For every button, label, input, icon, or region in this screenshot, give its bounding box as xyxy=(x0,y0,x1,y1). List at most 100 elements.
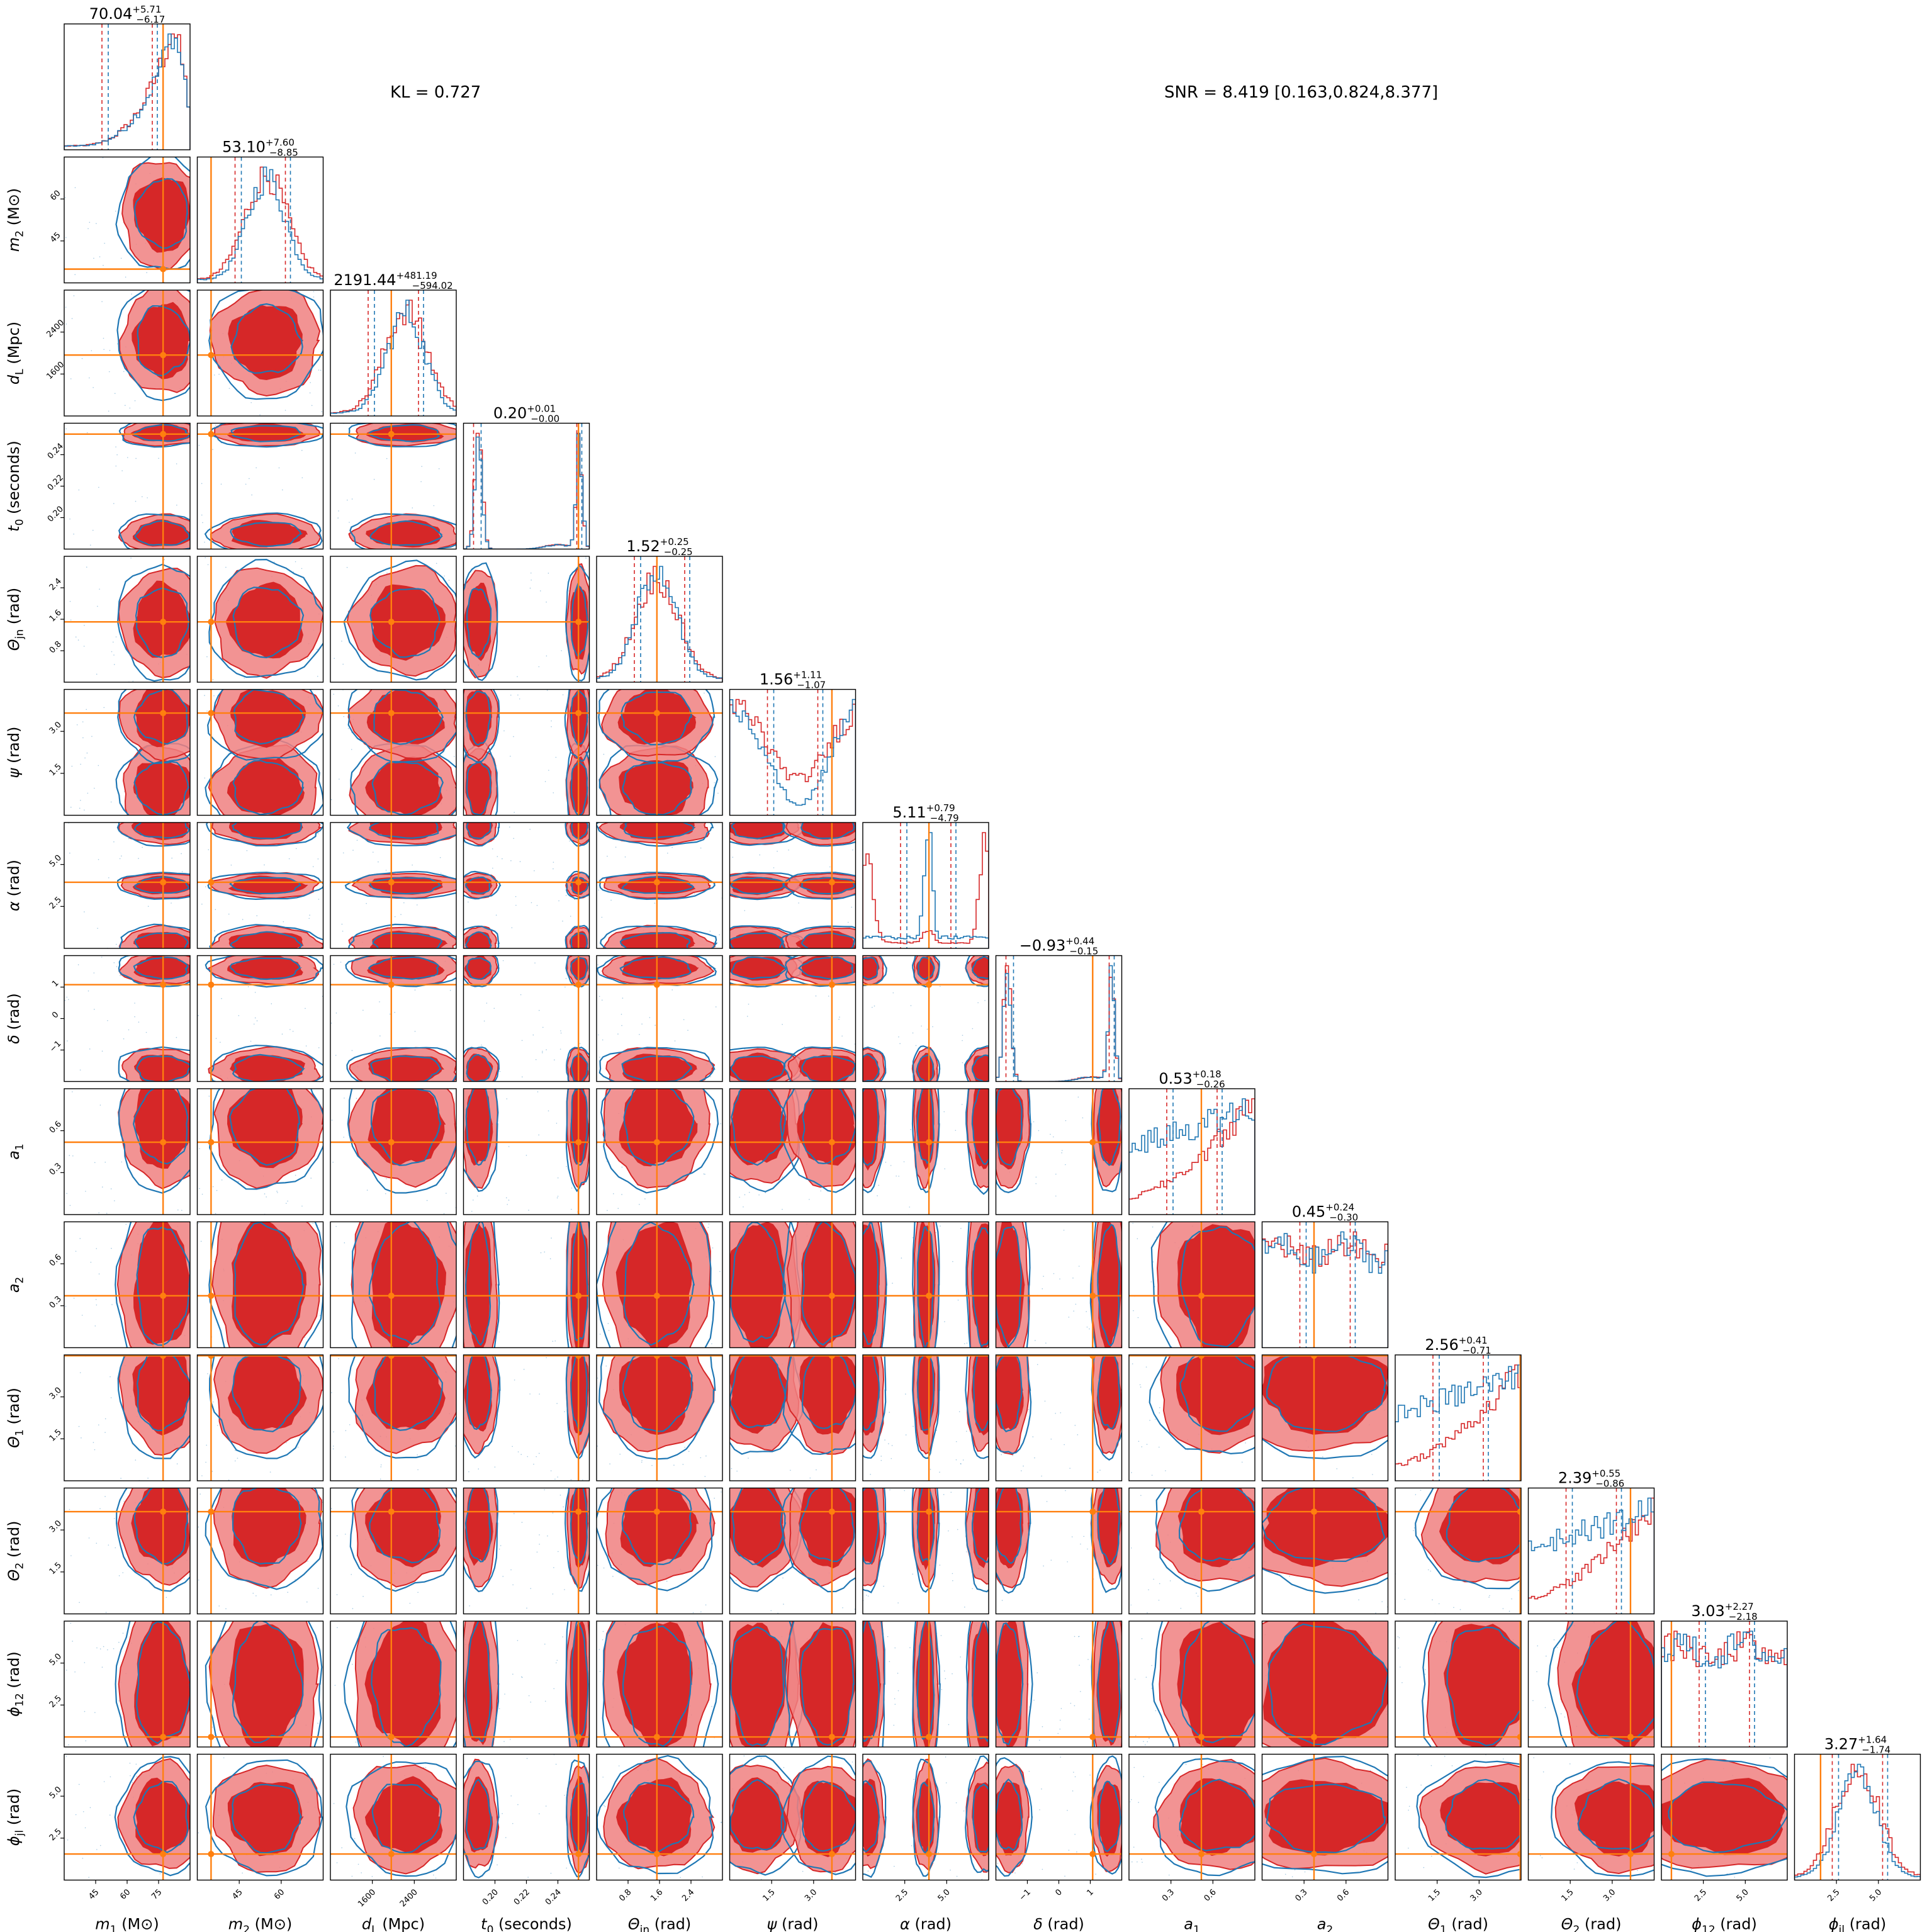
contour-panel-2-8 xyxy=(330,1088,457,1215)
contour-blue-inner xyxy=(370,1089,442,1166)
hist-title: 53.10+7.60 −8.85 xyxy=(222,137,298,159)
contour-panel-2-4 xyxy=(330,556,457,683)
contour-blue-inner xyxy=(1097,1488,1120,1565)
panel-frame xyxy=(463,1620,590,1748)
contour-panel-2-5 xyxy=(330,688,457,816)
panel-frame xyxy=(64,289,191,417)
contour-blue-outer xyxy=(565,1355,590,1459)
x-axis-label: ϕ12 (rad) xyxy=(1692,1916,1757,1932)
histogram-0: 70.04+5.71 −6.17 xyxy=(64,4,191,150)
truth-marker xyxy=(1311,1508,1317,1515)
contour-panel-1-5 xyxy=(196,688,324,816)
contour-blue-inner xyxy=(799,1488,855,1563)
contour-panel-11-13: 1.5 3.0 xyxy=(1527,1753,1655,1904)
contour-blue-inner xyxy=(996,1778,1023,1851)
panel-frame xyxy=(463,688,590,816)
contour-blue-outer xyxy=(343,1621,456,1747)
contour-blue-inner xyxy=(465,931,492,948)
panel-frame xyxy=(463,955,590,1082)
hist-series-a xyxy=(1661,1631,1787,1747)
contour-inner xyxy=(464,931,492,948)
panel-frame xyxy=(995,1620,1123,1748)
contour-blue-inner xyxy=(136,1227,190,1346)
contour-blue-inner xyxy=(971,1054,989,1082)
contour-panel-8-10 xyxy=(1128,1354,1255,1481)
truth-marker xyxy=(1089,1508,1096,1515)
panel-frame xyxy=(196,1088,324,1215)
contour-inner xyxy=(464,1621,493,1745)
truth-marker xyxy=(653,1508,660,1515)
contour-panel-2-12 xyxy=(330,1620,457,1748)
contour-blue-outer xyxy=(117,1355,190,1459)
truth-marker xyxy=(575,1734,582,1741)
contour-inner xyxy=(230,1055,305,1082)
histogram-1: 53.10+7.60 −8.85 xyxy=(196,137,324,284)
contour-panel-8-9 xyxy=(1128,1221,1255,1349)
truth-marker xyxy=(1311,1734,1317,1741)
panel-frame xyxy=(729,1753,856,1881)
x-tick-label: 2.5 xyxy=(894,1887,910,1903)
panel-frame xyxy=(1395,1354,1522,1481)
x-tick-label: 0.6 xyxy=(1335,1887,1351,1903)
histogram-10: 2.56+0.41 −0.71 xyxy=(1395,1335,1522,1481)
panel-frame xyxy=(596,822,723,949)
contour-panel-6-7 xyxy=(862,955,989,1082)
contour-inner xyxy=(1096,1089,1121,1166)
contour-blue-inner xyxy=(135,587,190,658)
hist-series-b xyxy=(1262,1231,1388,1348)
contour-blue-outer xyxy=(1089,1222,1122,1348)
contour-blue-inner xyxy=(996,1089,1023,1166)
panel-frame xyxy=(196,422,324,550)
truth-marker xyxy=(208,1734,215,1741)
panel-frame xyxy=(596,1221,723,1349)
contour-blue-outer xyxy=(564,564,590,682)
y-tick-label: 0.3 xyxy=(48,1295,64,1310)
truth-marker xyxy=(208,1139,215,1145)
contour-inner xyxy=(798,1488,856,1569)
y-axis-label: α (rad) xyxy=(5,860,23,911)
y-tick-label: 0 xyxy=(50,1010,60,1020)
contour-blue-inner xyxy=(570,1782,588,1854)
contour-panel-7-13: −1 0 1 xyxy=(995,1753,1123,1903)
contour-blue-inner xyxy=(133,689,188,745)
panel-frame xyxy=(596,1620,723,1748)
contour-blue-outer xyxy=(345,955,456,987)
truth-marker xyxy=(926,1508,933,1515)
truth-marker xyxy=(828,1139,835,1145)
contour-panel-0-12: 2.5 5.0 xyxy=(48,1620,191,1748)
contour-panel-7-11 xyxy=(995,1487,1123,1615)
truth-marker xyxy=(653,981,660,988)
contour-blue-inner xyxy=(231,1355,301,1432)
hist-title: 0.45+0.24 −0.30 xyxy=(1292,1202,1358,1223)
hist-title: 3.27+1.64 −1.74 xyxy=(1824,1734,1890,1756)
panel-frame xyxy=(64,1354,191,1481)
contour-blue-outer xyxy=(1090,1488,1122,1593)
contour-blue-outer xyxy=(463,925,500,948)
y-axis-label: ϕ12 (rad) xyxy=(5,1651,26,1717)
x-tick-label: 60 xyxy=(118,1887,132,1901)
truth-marker xyxy=(828,1508,835,1515)
hist-series-b xyxy=(1395,1364,1521,1481)
hist-series-b xyxy=(863,832,989,948)
y-axis-label: Θ2 (rad) xyxy=(5,1521,26,1581)
panel-frame xyxy=(1395,1487,1522,1615)
contour-blue-inner xyxy=(863,1488,880,1564)
panel-frame xyxy=(862,1753,989,1881)
contour-blue-outer xyxy=(566,1047,590,1082)
contour-blue-inner xyxy=(863,1780,880,1853)
panel-frame xyxy=(330,688,457,816)
contour-blue-outer xyxy=(116,823,190,847)
contour-blue-inner xyxy=(369,520,443,546)
contour-inner xyxy=(971,1355,989,1435)
contour-blue-outer xyxy=(1152,1621,1174,1747)
contour-blue-inner xyxy=(1180,1621,1255,1744)
y-axis-label: t0 (seconds) xyxy=(5,441,26,532)
panel-frame xyxy=(1261,1487,1389,1615)
contour-panel-12-13: 2.5 5.0 xyxy=(1661,1753,1788,1904)
contour-panel-1-11 xyxy=(196,1487,324,1615)
contour-blue-outer xyxy=(913,1045,941,1082)
contour-blue-outer xyxy=(863,955,887,987)
panel-frame xyxy=(1527,1753,1655,1881)
contour-blue-outer xyxy=(349,513,456,549)
x-axis-label: a2 xyxy=(1317,1916,1334,1932)
